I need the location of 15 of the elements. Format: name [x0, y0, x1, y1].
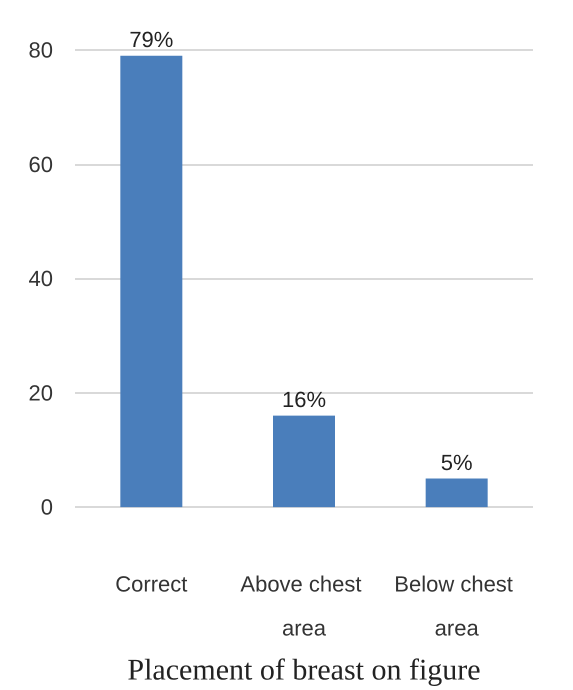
bar [120, 56, 182, 508]
y-tick-label: 80 [28, 38, 53, 62]
x-tick-label: Below chest area [394, 572, 520, 641]
data-label: 79% [129, 27, 174, 52]
x-axis-title: Placement of breast on figure [127, 654, 481, 686]
data-label: 16% [282, 387, 326, 412]
x-tick-label: Above chest area [240, 572, 368, 641]
y-tick-label: 40 [28, 266, 53, 292]
bar [426, 478, 488, 508]
bar [273, 416, 335, 508]
y-tick-label: 0 [40, 494, 53, 520]
x-tick-label: Correct [115, 572, 188, 597]
data-label: 5% [440, 450, 473, 476]
y-tick-label: 20 [28, 380, 53, 406]
y-tick-label: 60 [28, 152, 53, 177]
